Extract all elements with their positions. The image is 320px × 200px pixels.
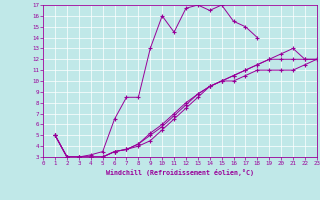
X-axis label: Windchill (Refroidissement éolien,°C): Windchill (Refroidissement éolien,°C)	[106, 169, 254, 176]
